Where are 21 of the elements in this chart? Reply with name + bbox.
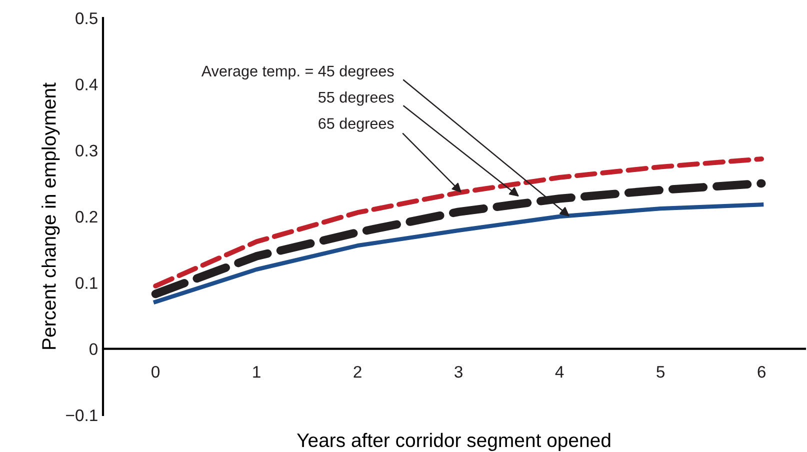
y-tick-label: 0.4 <box>76 78 98 90</box>
y-tick-label: 0.2 <box>76 210 98 223</box>
x-tick-label: 3 <box>454 366 462 378</box>
line-series <box>153 202 764 304</box>
x-tick-label: 2 <box>354 366 362 378</box>
y-tick-label: 0.5 <box>76 12 98 24</box>
annotation: 55 degrees <box>318 91 394 106</box>
y-tick-label: 0.3 <box>76 144 98 157</box>
y-tick-label: −0.1 <box>66 409 98 422</box>
y-tick-label: 0.1 <box>76 277 98 289</box>
x-tick-label: 1 <box>253 366 260 378</box>
y-tick-label: 0 <box>90 343 98 356</box>
y-axis-title: Percent change in employment <box>42 82 60 349</box>
line-series <box>153 156 764 288</box>
x-tick-label: 6 <box>758 366 766 378</box>
annotation: 65 degrees <box>318 118 394 132</box>
x-axis-title: Years after corridor segment opened <box>296 432 610 451</box>
x-tick-label: 4 <box>555 366 564 378</box>
x-tick-label: 5 <box>656 366 664 378</box>
x-tick-label: 0 <box>152 366 160 378</box>
annotation: Average temp. = 45 degrees <box>201 65 394 80</box>
